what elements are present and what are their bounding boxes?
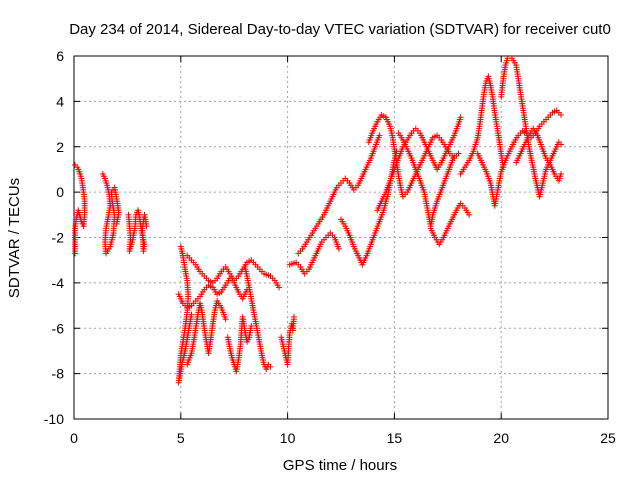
series-sat-g xyxy=(184,298,229,368)
y-tick-label: 6 xyxy=(56,48,64,64)
data-point xyxy=(267,363,274,370)
data-point xyxy=(113,220,120,227)
data-point xyxy=(72,250,79,257)
series-sat-u xyxy=(513,125,565,184)
data-point xyxy=(188,311,195,318)
x-tick-label: 20 xyxy=(493,430,509,446)
y-tick-label: -2 xyxy=(52,230,65,246)
data-markers xyxy=(72,55,565,386)
series-sat-m xyxy=(338,148,400,268)
series-sat-i xyxy=(241,263,274,373)
data-point xyxy=(455,150,462,157)
data-point xyxy=(466,211,473,218)
y-tick-label: -10 xyxy=(44,411,64,427)
x-tick-label: 25 xyxy=(600,430,616,446)
y-tick-label: -4 xyxy=(52,275,65,291)
y-tick-label: -6 xyxy=(52,320,65,336)
data-point xyxy=(248,322,255,329)
grid xyxy=(74,56,608,419)
data-point xyxy=(457,114,464,121)
series-sat-t xyxy=(498,55,565,200)
y-tick-label: -8 xyxy=(52,366,65,382)
data-point xyxy=(291,313,298,320)
data-point xyxy=(222,316,229,323)
data-point xyxy=(558,141,565,148)
data-point xyxy=(143,223,150,230)
series-sat-q xyxy=(427,200,473,248)
series-sat-o xyxy=(374,114,464,214)
x-tick-label: 0 xyxy=(70,430,78,446)
x-axis: 0 5 10 15 20 25 xyxy=(70,56,616,446)
y-tick-label: 2 xyxy=(56,139,64,155)
x-tick-label: 10 xyxy=(280,430,296,446)
series-sat-a xyxy=(72,161,88,257)
data-point xyxy=(451,152,458,159)
x-axis-label: GPS time / hours xyxy=(283,457,397,474)
series-sat-l xyxy=(295,132,383,257)
data-point xyxy=(376,132,383,139)
y-tick-label: 0 xyxy=(56,184,64,200)
x-tick-label: 15 xyxy=(387,430,403,446)
data-point xyxy=(276,284,283,291)
series-sat-s xyxy=(474,107,565,209)
y-axis: -10 -8 -6 -4 -2 0 2 4 6 xyxy=(44,48,608,427)
y-tick-label: 4 xyxy=(56,93,64,109)
data-point xyxy=(558,170,565,177)
series-sat-h xyxy=(224,313,255,375)
series-sat-c xyxy=(125,207,150,255)
series-sat-j xyxy=(278,313,298,368)
data-point xyxy=(558,111,565,118)
y-axis-label: SDTVAR / TECUs xyxy=(6,178,23,298)
series-sat-k xyxy=(286,229,342,277)
chart-title: Day 234 of 2014, Sidereal Day-to-day VTE… xyxy=(69,21,611,38)
series-sat-f xyxy=(175,275,251,311)
series-sat-r xyxy=(457,73,507,177)
data-point xyxy=(335,245,342,252)
series-sat-b xyxy=(99,170,122,257)
series-sat-p xyxy=(395,130,458,230)
x-tick-label: 5 xyxy=(177,430,185,446)
